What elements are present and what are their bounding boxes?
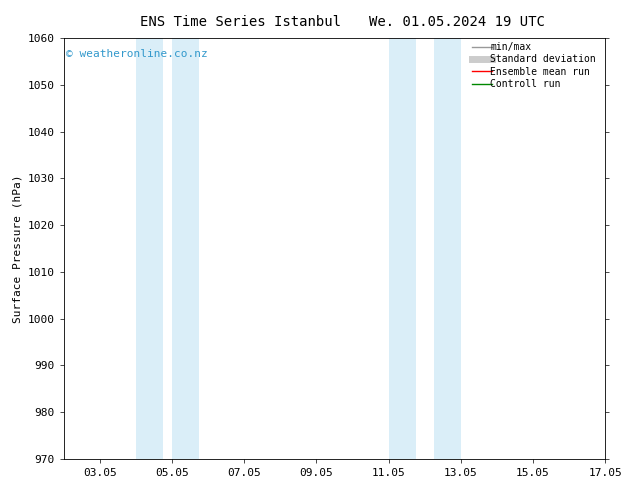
Bar <box>136 38 163 459</box>
Bar <box>172 38 199 459</box>
Bar <box>389 38 415 459</box>
Legend: min/max, Standard deviation, Ensemble mean run, Controll run: min/max, Standard deviation, Ensemble me… <box>469 38 605 93</box>
Text: We. 01.05.2024 19 UTC: We. 01.05.2024 19 UTC <box>368 15 545 29</box>
Y-axis label: Surface Pressure (hPa): Surface Pressure (hPa) <box>12 174 22 323</box>
Text: © weatheronline.co.nz: © weatheronline.co.nz <box>67 49 208 59</box>
Bar <box>434 38 461 459</box>
Text: ENS Time Series Istanbul: ENS Time Series Istanbul <box>140 15 342 29</box>
